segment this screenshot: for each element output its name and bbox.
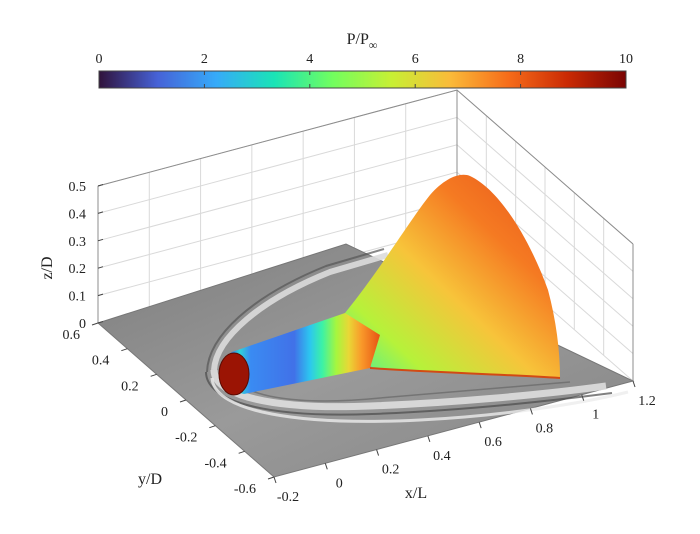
y-tick-mark <box>179 399 187 403</box>
x-tick-label: 1 <box>592 408 599 423</box>
y-tick-label: 0 <box>161 405 168 420</box>
z-tick-label: 0 <box>79 317 86 332</box>
z-tick-mark <box>97 293 104 297</box>
axis-frame-edge <box>97 89 634 245</box>
x-tick-mark <box>529 408 533 415</box>
x-tick-mark <box>581 394 585 401</box>
z-gridline <box>97 89 634 245</box>
z-gridline <box>97 116 634 272</box>
y-tick-label: -0.4 <box>204 456 226 471</box>
y-tick-label: -0.6 <box>234 482 256 497</box>
x-axis-ticks: -0.2 0 0.2 0.4 0.6 0.8 1 1.2 <box>273 380 656 505</box>
y-tick-mark <box>150 373 157 377</box>
colorbar-tick-label: 10 <box>619 52 633 67</box>
z-axis-label: z/D <box>39 256 56 279</box>
y-tick-mark <box>91 322 99 326</box>
x-tick-label: 0.4 <box>433 449 451 464</box>
colorbar-label: P/P∞ <box>347 31 378 52</box>
z-tick-label: 0.3 <box>69 235 87 250</box>
y-tick-mark <box>267 476 275 480</box>
colorbar-tick-label: 6 <box>412 52 419 67</box>
x-tick-mark <box>478 421 482 429</box>
z-tick-mark <box>97 238 104 242</box>
axes-box <box>97 89 634 382</box>
nose-cap <box>218 352 250 396</box>
y-tick-label: 0.2 <box>121 379 139 394</box>
z-tick-label: 0.2 <box>69 262 87 277</box>
y-tick-mark <box>209 425 216 429</box>
z-tick-mark <box>97 184 104 187</box>
colorbar-tick-label: 2 <box>201 52 208 67</box>
y-tick-mark <box>238 450 245 454</box>
flare-surface <box>345 174 560 378</box>
x-axis-label: x/L <box>405 485 427 502</box>
colorbar-ticks: 0 2 4 6 8 10 <box>96 52 633 88</box>
z-axis-ticks: 0 0.1 0.2 0.3 0.4 0.5 <box>69 180 104 332</box>
cylinder-surface <box>224 313 380 394</box>
z-tick-label: 0.1 <box>69 290 87 305</box>
x-tick-mark <box>376 449 380 456</box>
x-tick-mark <box>427 435 431 443</box>
bow-shock-upper <box>211 252 389 371</box>
y-axis-label: y/D <box>138 471 162 488</box>
colorbar-bar <box>98 70 627 89</box>
x-tick-label: 0.2 <box>382 463 400 478</box>
z-tick-label: 0.4 <box>69 207 87 222</box>
y-axis-ticks: -0.6 -0.4 -0.2 0 0.2 0.4 0.6 <box>63 322 275 497</box>
colorbar-tick-label: 0 <box>96 52 103 67</box>
colorbar-tick-label: 4 <box>306 52 313 67</box>
shock-far <box>210 377 629 423</box>
z-tick-label: 0.5 <box>69 180 87 195</box>
flare-lower-rim <box>369 367 561 379</box>
y-tick-label: -0.2 <box>175 431 197 446</box>
y-tick-label: 0.6 <box>63 328 81 343</box>
colorbar-tick-label: 8 <box>517 52 524 67</box>
colorbar: P/P∞ 0 2 4 6 8 10 <box>96 31 633 89</box>
x-tick-mark <box>632 380 636 388</box>
z-tick-mark <box>97 211 104 214</box>
z-tick-mark <box>97 266 104 269</box>
x-tick-label: 1.2 <box>638 394 656 409</box>
y-tick-label: 0.4 <box>92 354 110 369</box>
x-tick-label: 0.8 <box>536 421 554 436</box>
body-surface <box>218 174 561 396</box>
x-tick-label: 0 <box>336 476 343 491</box>
x-tick-mark <box>324 463 328 470</box>
x-tick-mark <box>273 476 277 484</box>
y-tick-mark <box>121 348 128 352</box>
bow-shock-upper-dark <box>206 248 385 373</box>
z-tick-mark <box>97 321 104 324</box>
x-tick-label: -0.2 <box>277 490 299 505</box>
x-tick-label: 0.6 <box>484 435 502 450</box>
